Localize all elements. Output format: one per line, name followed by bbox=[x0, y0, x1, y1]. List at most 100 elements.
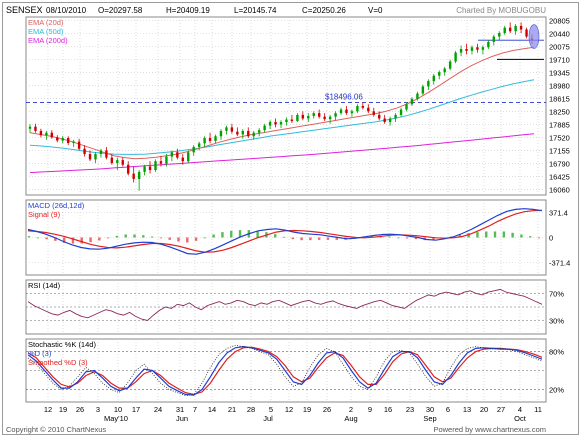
xtick-label-13: 12 bbox=[285, 405, 293, 414]
candle-body-39 bbox=[241, 130, 245, 135]
price-ytick-4: 19345 bbox=[549, 68, 570, 77]
candle-body-35 bbox=[219, 130, 223, 137]
candle-body-83 bbox=[481, 47, 485, 50]
month-label-0: May'10 bbox=[104, 414, 128, 423]
price-panel: 20805 20440 20075 19710 19345 18980 18615 18250… bbox=[25, 16, 570, 196]
macd-hist-bar-2 bbox=[45, 237, 48, 240]
macd-hist-bar-17 bbox=[177, 237, 180, 242]
macd-hist-bar-12 bbox=[133, 234, 136, 238]
candle-body-12 bbox=[94, 154, 97, 160]
candle-body-5 bbox=[56, 137, 59, 141]
xtick-label-10: 21 bbox=[228, 405, 236, 414]
macd-hist-bar-18 bbox=[186, 237, 189, 243]
candle-body-48 bbox=[290, 119, 294, 121]
candle-body-50 bbox=[301, 114, 305, 119]
macd-panel: 371.4 0 -371.4 MACD (26d,12d)Signal (9) bbox=[25, 199, 570, 276]
candle-body-71 bbox=[416, 93, 419, 99]
header-volume: V=0 bbox=[368, 6, 383, 15]
macd-hist-bar-15 bbox=[159, 237, 163, 239]
macd-hist-bar-42 bbox=[397, 237, 400, 239]
price-ytick-5: 18980 bbox=[549, 81, 570, 90]
price-ytick-1: 20440 bbox=[549, 29, 570, 38]
xtick-label-23: 20 bbox=[480, 405, 488, 414]
macd-hist-bar-21 bbox=[212, 234, 215, 238]
xtick-label-2: 26 bbox=[76, 405, 84, 414]
price-ytick-12: 16425 bbox=[549, 172, 570, 181]
stoch-ytick-0: 80% bbox=[549, 348, 564, 357]
stochastic-panel: 80% 20% Stochastic %K (14d)%D (3)Smoothed … bbox=[25, 338, 564, 403]
macd-ytick-1: 0 bbox=[549, 234, 553, 243]
candle-body-1 bbox=[34, 126, 37, 131]
candle-body-55 bbox=[328, 116, 332, 120]
macd-hist-bar-0 bbox=[27, 236, 31, 238]
candle-body-57 bbox=[339, 109, 343, 114]
macd-hist-bar-34 bbox=[326, 237, 330, 240]
rsi-ytick-0: 70% bbox=[549, 290, 564, 299]
stoch-k-line bbox=[27, 344, 543, 397]
xtick-label-21: 6 bbox=[446, 405, 450, 414]
xtick-label-14: 19 bbox=[303, 405, 311, 414]
candle-body-31 bbox=[197, 143, 201, 147]
macd-hist-bar-22 bbox=[221, 232, 224, 238]
macd-hist-bar-3 bbox=[54, 237, 57, 241]
price-ytick-6: 18615 bbox=[549, 94, 570, 103]
stoch-legend-2: Smoothed %D (3) bbox=[28, 358, 88, 367]
candle-body-47 bbox=[285, 119, 288, 123]
macd-hist-bar-56 bbox=[520, 234, 523, 238]
stoch-smoothed-d-line bbox=[27, 346, 543, 396]
stoch-legend-0: Stochastic %K (14d) bbox=[28, 340, 96, 349]
candle-body-45 bbox=[274, 122, 277, 125]
macd-hist-bar-14 bbox=[150, 236, 154, 238]
xtick-label-26: 11 bbox=[534, 405, 542, 414]
candle-body-13 bbox=[99, 150, 103, 155]
xtick-label-18: 16 bbox=[384, 405, 392, 414]
candle-body-2 bbox=[39, 130, 43, 136]
candle-body-85 bbox=[492, 36, 496, 42]
candle-body-76 bbox=[443, 68, 446, 73]
price-ytick-8: 17885 bbox=[549, 120, 570, 129]
candle-body-16 bbox=[116, 160, 119, 163]
macd-hist-bar-6 bbox=[80, 237, 83, 244]
xtick-label-24: 27 bbox=[497, 405, 505, 414]
macd-hist-bar-31 bbox=[300, 237, 303, 241]
month-label-5: Oct bbox=[514, 414, 527, 423]
candle-body-38 bbox=[236, 131, 239, 135]
macd-hist-bar-10 bbox=[115, 235, 119, 238]
macd-hist-bar-49 bbox=[458, 234, 462, 238]
candle-body-84 bbox=[487, 41, 490, 48]
macd-hist-bar-54 bbox=[502, 231, 506, 238]
ema20-line bbox=[29, 46, 535, 160]
macd-hist-bar-4 bbox=[62, 237, 66, 243]
header-credit: Charted By MOBUGOBU bbox=[456, 6, 546, 15]
macd-hist-bar-39 bbox=[370, 235, 374, 238]
candle-body-64 bbox=[378, 114, 381, 119]
stoch-legend-1: %D (3) bbox=[28, 349, 52, 358]
rsi-panel: 70% 30% RSI (14d) bbox=[25, 279, 564, 335]
candle-body-73 bbox=[427, 81, 430, 87]
candle-body-41 bbox=[252, 132, 255, 137]
macd-hist-bar-33 bbox=[317, 237, 321, 240]
xtick-label-11: 28 bbox=[247, 405, 255, 414]
candle-body-21 bbox=[143, 166, 146, 172]
price-ytick-9: 17520 bbox=[549, 133, 570, 142]
macd-hist-bar-24 bbox=[238, 230, 242, 238]
macd-hist-bar-1 bbox=[36, 237, 39, 239]
price-ytick-0: 20805 bbox=[549, 16, 570, 25]
candle-body-18 bbox=[127, 164, 130, 174]
header-low: L=20145.74 bbox=[234, 6, 277, 15]
candle-body-52 bbox=[312, 113, 315, 116]
candle-body-7 bbox=[66, 138, 70, 144]
candle-body-86 bbox=[498, 33, 501, 37]
macd-hist-bar-35 bbox=[335, 237, 338, 240]
stoch-d-line bbox=[27, 345, 543, 396]
candle-body-32 bbox=[203, 138, 206, 144]
candle-body-80 bbox=[465, 49, 468, 51]
macd-hist-bar-8 bbox=[98, 237, 101, 241]
candle-body-78 bbox=[454, 52, 457, 62]
macd-ytick-2: -371.4 bbox=[549, 258, 570, 267]
xtick-label-15: 26 bbox=[323, 405, 331, 414]
candle-body-14 bbox=[105, 150, 108, 158]
candle-body-75 bbox=[438, 72, 441, 76]
macd-hist-bar-30 bbox=[291, 237, 294, 240]
candle-body-49 bbox=[296, 114, 299, 121]
